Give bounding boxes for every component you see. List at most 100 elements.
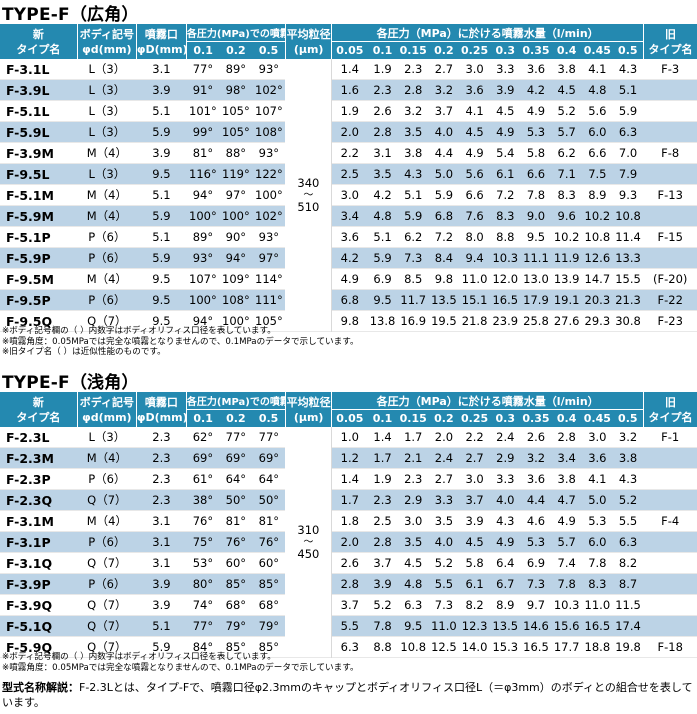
body-code: Q（7） (77, 310, 137, 332)
spray-angle: 69° (186, 447, 220, 469)
flow-value: 7.0 (612, 142, 644, 164)
flow-value: 10.8 (397, 636, 429, 658)
flow-value: 2.0 (428, 427, 460, 448)
spray-angle: 81° (219, 510, 253, 532)
flow-value: 8.9 (582, 184, 613, 206)
flow-value: 8.3 (489, 205, 521, 227)
spray-angle: 80° (186, 573, 220, 595)
flow-value: 10.2 (551, 226, 582, 248)
flow-value: 4.0 (428, 531, 460, 553)
spray-angle: 85° (219, 573, 253, 595)
flow-value: 3.2 (428, 79, 460, 101)
body-code: L（3） (77, 100, 137, 122)
header-flow-pressure: 0.4 (551, 409, 582, 427)
flow-value: 7.6 (459, 205, 490, 227)
model-name: F-5.9M (0, 205, 78, 227)
flow-value: 4.9 (489, 121, 521, 143)
avg-particle-size: 340 〜 510 (285, 59, 332, 332)
old-type-name (643, 594, 697, 616)
flow-value: 6.3 (612, 121, 644, 143)
flow-value: 6.9 (520, 552, 552, 574)
flow-value: 4.7 (551, 489, 582, 511)
flow-value: 4.9 (520, 100, 552, 122)
table-row: F-9.5M M（4） 9.5 107° 109° 114° 4.9 6.9 8.5 9.8 11.… (0, 268, 697, 290)
flow-value: 7.3 (428, 594, 460, 616)
flow-value: 6.0 (582, 531, 613, 553)
flow-value: 11.4 (612, 226, 644, 248)
flow-value: 5.9 (612, 100, 644, 122)
flow-value: 15.3 (489, 636, 521, 658)
model-name: F-3.9Q (0, 594, 78, 616)
flow-value: 30.8 (612, 310, 644, 332)
flow-value: 5.1 (397, 184, 429, 206)
flow-value: 3.5 (397, 121, 429, 143)
flow-value: 8.3 (582, 573, 613, 595)
model-explanation: 型式名称解説：F-2.3Lとは、タイプ-Fで、噴霧口径φ2.3mmのキャップとボ… (2, 680, 695, 710)
header-old-type: 旧タイプ名 (642, 24, 697, 59)
old-type-name: F-4 (643, 510, 697, 532)
flow-value: 11.9 (551, 247, 582, 269)
flow-value: 2.0 (331, 531, 368, 553)
flow-value: 4.8 (397, 573, 429, 595)
old-type-name (643, 247, 697, 269)
flow-value: 3.6 (331, 226, 368, 248)
model-name: F-3.9P (0, 573, 78, 595)
flow-value: 6.6 (520, 163, 552, 185)
spray-angle: 100° (186, 205, 220, 227)
note-line: ※旧タイプ名（ ）は近似性能のものです。 (2, 347, 166, 357)
flow-value: 2.9 (489, 447, 521, 469)
spray-angle: 77° (186, 615, 220, 637)
flow-value: 2.6 (520, 427, 552, 448)
flow-value: 23.9 (489, 310, 521, 332)
flow-value: 4.5 (459, 121, 490, 143)
flow-value: 9.8 (331, 310, 368, 332)
spray-angle: 88° (219, 142, 253, 164)
nozzle-diameter: 3.1 (136, 59, 187, 80)
flow-value: 2.8 (367, 531, 398, 553)
table-row: F-3.9Q Q（7） 3.9 74° 68° 68° 3.7 5.2 6.3 7.3 8.2 8.9… (0, 594, 697, 616)
flow-value: 11.0 (428, 615, 460, 637)
spray-angle: 97° (252, 247, 286, 269)
model-name: F-2.3P (0, 468, 78, 490)
spray-angle: 98° (219, 79, 253, 101)
body-code: M（4） (77, 184, 137, 206)
flow-value: 1.0 (331, 427, 368, 448)
nozzle-diameter: 2.3 (136, 468, 187, 490)
flow-value: 12.6 (582, 247, 613, 269)
spray-angle: 76° (186, 510, 220, 532)
header-subrow: 0.1 0.2 0.5 0.05 0.1 0.15 0.2 0.25 0.3 0.35 0.4 0.4… (0, 409, 697, 427)
spray-angle: 89° (219, 59, 253, 80)
flow-value: 13.5 (489, 615, 521, 637)
spray-angle: 100° (219, 310, 253, 332)
spray-angle: 79° (219, 615, 253, 637)
flow-value: 2.8 (331, 573, 368, 595)
flow-value: 3.9 (367, 573, 398, 595)
avg-size-sep: 〜 (303, 189, 314, 201)
header-angle-pressure: 0.2 (219, 41, 253, 59)
avg-size-sep: 〜 (303, 536, 314, 548)
flow-value: 3.3 (428, 489, 460, 511)
model-name: F-3.1Q (0, 552, 78, 574)
model-name: F-5.1Q (0, 615, 78, 637)
spray-angle: 100° (186, 289, 220, 311)
model-name: F-5.9P (0, 247, 78, 269)
flow-value: 6.8 (428, 205, 460, 227)
flow-value: 12.3 (459, 615, 490, 637)
flow-value: 5.9 (367, 247, 398, 269)
header-flow-pressure: 0.5 (612, 409, 644, 427)
spray-angle: 60° (219, 552, 253, 574)
spray-angle: 53° (186, 552, 220, 574)
flow-value: 2.9 (397, 489, 429, 511)
flow-value: 7.9 (612, 163, 644, 185)
flow-value: 3.8 (551, 468, 582, 490)
spray-angle: 77° (186, 59, 220, 80)
nozzle-diameter: 3.1 (136, 552, 187, 574)
flow-value: 17.9 (520, 289, 552, 311)
nozzle-diameter: 2.3 (136, 427, 187, 448)
flow-value: 2.3 (397, 468, 429, 490)
flow-value: 3.2 (520, 447, 552, 469)
nozzle-diameter: 5.1 (136, 100, 187, 122)
header-new-type: 新タイプ名 (0, 392, 78, 427)
flow-value: 9.0 (520, 205, 552, 227)
flow-value: 6.1 (489, 163, 521, 185)
